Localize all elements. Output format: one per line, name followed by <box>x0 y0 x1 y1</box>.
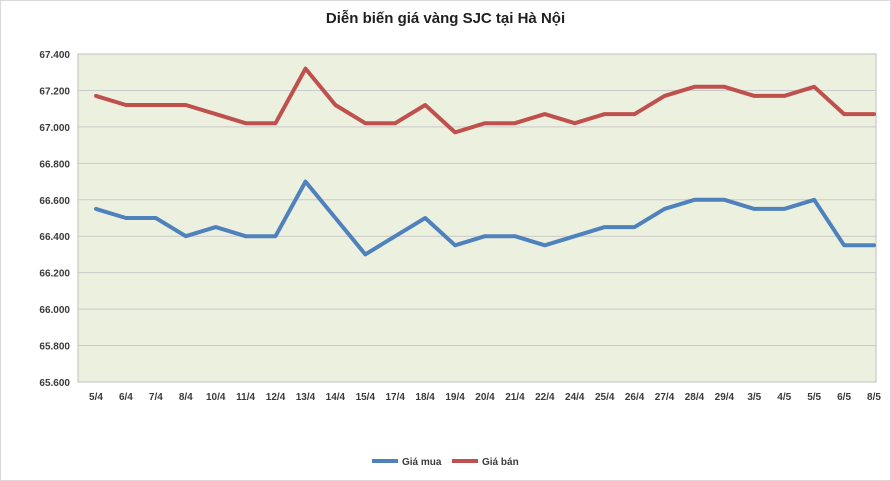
y-tick-label: 66.800 <box>39 159 70 170</box>
x-tick-label: 15/4 <box>356 392 376 403</box>
x-tick-label: 11/4 <box>236 392 255 403</box>
x-tick-label: 27/4 <box>655 392 675 403</box>
x-tick-label: 7/4 <box>149 392 163 403</box>
series-line-gia-ban <box>94 66 876 135</box>
x-tick-label: 26/4 <box>625 392 645 403</box>
x-tick-label: 6/5 <box>837 392 851 403</box>
x-tick-label: 14/4 <box>326 392 346 403</box>
x-tick-label: 20/4 <box>475 392 495 403</box>
y-tick-label: 66.600 <box>39 196 70 207</box>
series-line-gia-mua <box>94 179 876 257</box>
y-tick-label: 66.400 <box>39 232 70 243</box>
legend: Giá mua Giá bán <box>372 457 519 468</box>
y-tick-label: 66.200 <box>39 269 70 280</box>
x-tick-label: 29/4 <box>715 392 735 403</box>
x-tick-label: 28/4 <box>685 392 705 403</box>
chart-title: Diễn biến giá vàng SJC tại Hà Nội <box>325 10 566 27</box>
y-axis-ticks: 65.600 65.800 66.000 66.200 66.400 66.600 66.8… <box>39 50 70 389</box>
legend-label: Giá mua <box>402 457 442 468</box>
legend-label: Giá bán <box>482 457 519 468</box>
x-tick-label: 12/4 <box>266 392 286 403</box>
x-tick-label: 8/5 <box>867 392 881 403</box>
x-tick-label: 5/4 <box>89 392 103 403</box>
x-tick-label: 18/4 <box>415 392 435 403</box>
y-tick-label: 65.600 <box>39 378 70 389</box>
x-tick-label: 21/4 <box>505 392 525 403</box>
x-tick-label: 10/4 <box>206 392 226 403</box>
y-tick-label: 66.000 <box>39 305 70 316</box>
x-tick-label: 19/4 <box>445 392 465 403</box>
x-tick-label: 24/4 <box>565 392 585 403</box>
y-tick-label: 65.800 <box>39 342 70 353</box>
x-tick-label: 8/4 <box>179 392 193 403</box>
x-tick-label: 3/5 <box>747 392 761 403</box>
x-tick-label: 17/4 <box>385 392 405 403</box>
x-tick-label: 22/4 <box>535 392 555 403</box>
y-tick-label: 67.000 <box>39 123 70 134</box>
plot-area <box>77 53 877 383</box>
x-axis-ticks: 5/4 6/4 7/4 8/4 10/4 11/4 12/4 13/4 14/4 15/4 17/4… <box>89 392 881 403</box>
x-tick-label: 6/4 <box>119 392 133 403</box>
x-tick-label: 5/5 <box>807 392 821 403</box>
series-lines <box>94 66 876 257</box>
y-tick-label: 67.200 <box>39 86 70 97</box>
x-tick-label: 4/5 <box>777 392 791 403</box>
legend-item: Giá mua <box>372 457 442 468</box>
x-tick-label: 25/4 <box>595 392 615 403</box>
legend-item: Giá bán <box>452 457 519 468</box>
x-tick-label: 13/4 <box>296 392 316 403</box>
y-tick-label: 67.400 <box>39 50 70 61</box>
